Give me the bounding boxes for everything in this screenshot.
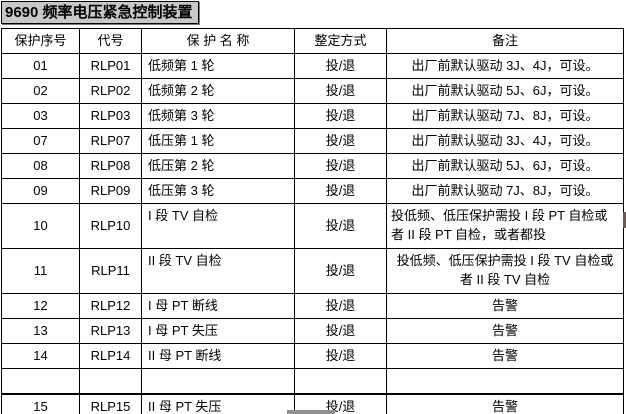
cell-name: I 母 PT 断线 [141,293,295,319]
header-code: 代号 [79,28,142,54]
cell-mode: 投/退 [294,293,387,319]
cell-remark: 告警 [386,343,624,369]
cell-no: 09 [1,178,80,204]
cell-mode: 投/退 [294,248,387,294]
cell-no: 07 [1,128,80,154]
cell-name: 低压第 2 轮 [141,153,295,179]
table-row: 03 RLP03 低频第 3 轮投/退 出厂前默认驱动 7J、8J，可设。 [1,103,624,129]
cell-code: RLP03 [79,103,142,129]
cell-code: RLP09 [79,178,142,204]
cell-no: 13 [1,318,80,344]
table-row: 10 RLP10 I 段 TV 自检 投/退 投低频、低压保护需投 I 段 PT 自检或… [1,203,624,249]
cell-code: RLP01 [79,53,142,79]
table-row-empty [1,368,624,395]
cell-no: 14 [1,343,80,369]
table-header-row: 保护序号 代号 保 护 名 称 整定方式 备注 [1,28,624,54]
table-row: 02 RLP02 低频第 2 轮投/退 出厂前默认驱动 5J、6J，可设。 [1,78,624,104]
cell-name: 低压第 1 轮 [141,128,295,154]
cell-mode [294,368,387,395]
cell-mode: 投/退 [294,203,387,249]
cell-remark: 出厂前默认驱动 7J、8J，可设。 [386,178,624,204]
horizontal-scrollbar-thumb[interactable] [287,410,335,414]
cell-remark: 出厂前默认驱动 3J、4J，可设。 [386,128,624,154]
table-row: 09 RLP09 低压第 3 轮投/退 出厂前默认驱动 7J、8J，可设。 [1,178,624,204]
cell-no: 11 [1,248,80,294]
table-body: 01 RLP01 低频第 1 轮投/退 出厂前默认驱动 3J、4J，可设。 02 RLP0… [1,53,624,414]
header-protection-name: 保 护 名 称 [141,28,295,54]
cell-name [141,368,295,395]
cell-name: I 段 TV 自检 [141,203,295,249]
cell-mode: 投/退 [294,103,387,129]
cell-name: 低频第 2 轮 [141,78,295,104]
header-protection-number: 保护序号 [1,28,80,54]
cell-name: II 段 TV 自检 [141,248,295,294]
table-row: 11 RLP11 II 段 TV 自检 投/退 投低频、低压保护需投 I 段 TV 自检… [1,248,624,294]
cell-mode: 投/退 [294,343,387,369]
cell-no: 10 [1,203,80,249]
cell-no: 01 [1,53,80,79]
cell-remark: 出厂前默认驱动 5J、6J，可设。 [386,78,624,104]
protection-settings-table: 保护序号 代号 保 护 名 称 整定方式 备注 01 RLP01 低频第 1 轮投/… [1,28,624,414]
header-remark: 备注 [386,28,624,54]
cell-name: II 母 PT 断线 [141,343,295,369]
cell-code: RLP11 [79,248,142,294]
table-row: 12 RLP12 I 母 PT 断线 投/退 告警 [1,293,624,319]
cell-remark: 出厂前默认驱动 3J、4J，可设。 [386,53,624,79]
table-row: 14 RLP14 II 母 PT 断线 投/退 告警 [1,343,624,369]
cell-no: 03 [1,103,80,129]
cell-no: 12 [1,293,80,319]
cell-remark: 出厂前默认驱动 7J、8J，可设。 [386,103,624,129]
cell-name: 低频第 1 轮 [141,53,295,79]
cell-name: 低压第 3 轮 [141,178,295,204]
cell-code [79,368,142,395]
cell-remark: 告警 [386,293,624,319]
cell-remark [386,368,624,395]
cell-name: II 母 PT 失压 [141,393,295,414]
cell-code: RLP10 [79,203,142,249]
table-row: 07 RLP07 低压第 1 轮投/退 出厂前默认驱动 3J、4J，可设。 [1,128,624,154]
cell-name: 低频第 3 轮 [141,103,295,129]
cell-remark: 告警 [386,318,624,344]
table-row: 01 RLP01 低频第 1 轮投/退 出厂前默认驱动 3J、4J，可设。 [1,53,624,79]
cell-no: 02 [1,78,80,104]
cell-no: 08 [1,153,80,179]
cell-mode: 投/退 [294,178,387,204]
cell-mode: 投/退 [294,128,387,154]
cell-remark: 出厂前默认驱动 5J、6J，可设。 [386,153,624,179]
vertical-scrollbar-thumb[interactable] [623,212,626,228]
cell-remark: 告警 [386,393,624,414]
cell-code: RLP13 [79,318,142,344]
table-row: 08 RLP08 低压第 2 轮投/退 出厂前默认驱动 5J、6J，可设。 [1,153,624,179]
cell-mode: 投/退 [294,53,387,79]
cell-mode: 投/退 [294,78,387,104]
cell-no: 15 [1,393,80,414]
cell-name: I 母 PT 失压 [141,318,295,344]
cell-no [1,368,80,395]
table-row: 13 RLP13 I 母 PT 失压 投/退 告警 [1,318,624,344]
cell-remark: 投低频、低压保护需投 I 段 TV 自检或者 II 段 TV 自检 [386,248,624,294]
cell-code: RLP07 [79,128,142,154]
document-title[interactable]: 9690 频率电压紧急控制装置 [1,1,199,24]
cell-remark: 投低频、低压保护需投 I 段 PT 自检或者 II 段 PT 自检，或者都投 [386,203,624,249]
cell-code: RLP02 [79,78,142,104]
cell-code: RLP12 [79,293,142,319]
header-setting-mode: 整定方式 [294,28,387,54]
cell-code: RLP14 [79,343,142,369]
cell-mode: 投/退 [294,153,387,179]
cell-code: RLP08 [79,153,142,179]
cell-code: RLP15 [79,393,142,414]
table-row: 15 RLP15 II 母 PT 失压 投/退 告警 [1,393,624,414]
cell-mode: 投/退 [294,318,387,344]
